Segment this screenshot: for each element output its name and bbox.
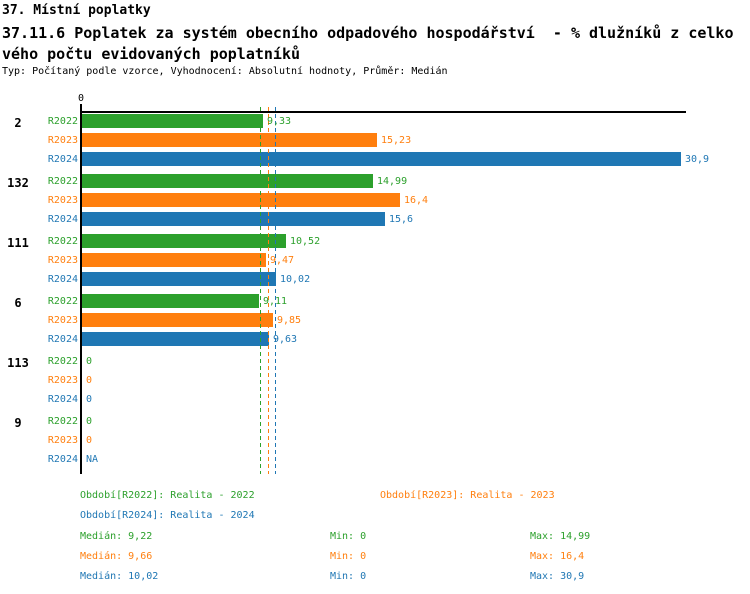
bar-value-label: 0 — [86, 435, 93, 446]
indicator-title-line-2: vého počtu evidovaných poplatníků — [2, 45, 301, 63]
bar-r2024-group-111 — [82, 272, 276, 286]
bar-r2022-group-6 — [82, 294, 259, 308]
series-row-label-r2024: R2024 — [47, 394, 78, 405]
bar-value-label: 0 — [86, 356, 93, 367]
median-line-r2023 — [268, 107, 269, 474]
bar-value-label: 16,4 — [404, 195, 429, 206]
series-row-label-r2024: R2024 — [47, 454, 78, 465]
stat-min-r2023: Min: 0 — [330, 551, 367, 562]
stat-median-r2024: Medián: 10,02 — [80, 571, 159, 582]
bar-r2022-group-132 — [82, 174, 373, 188]
bar-r2023-group-2 — [82, 133, 377, 147]
bar-value-label: 0 — [86, 416, 93, 427]
series-row-label-r2022: R2022 — [47, 416, 78, 427]
bar-r2022-group-111 — [82, 234, 286, 248]
legend-item-r2024: Období[R2024]: Realita - 2024 — [80, 510, 255, 521]
stat-min-r2024: Min: 0 — [330, 571, 367, 582]
series-row-label-r2022: R2022 — [47, 176, 78, 187]
series-row-label-r2023: R2023 — [47, 435, 78, 446]
bar-value-label: 30,9 — [685, 154, 710, 165]
category-label: 9 — [14, 416, 22, 430]
series-row-label-r2024: R2024 — [47, 214, 78, 225]
bar-r2023-group-132 — [82, 193, 400, 207]
series-row-label-r2023: R2023 — [47, 255, 78, 266]
legend-item-r2022: Období[R2022]: Realita - 2022 — [80, 490, 255, 501]
bar-r2024-group-6 — [82, 332, 269, 346]
bar-value-label: 9,47 — [270, 255, 295, 266]
category-label: 6 — [14, 296, 22, 310]
series-row-label-r2023: R2023 — [47, 135, 78, 146]
bar-value-label: 9,85 — [277, 315, 302, 326]
report-section-title: 37. Místní poplatky — [2, 3, 151, 18]
stat-median-r2023: Medián: 9,66 — [80, 551, 153, 562]
bar-value-label: 15,6 — [389, 214, 414, 225]
bar-value-label: 0 — [86, 394, 93, 405]
bar-value-label: 9,63 — [273, 334, 298, 345]
x-axis-line — [80, 111, 686, 113]
bar-r2023-group-6 — [82, 313, 273, 327]
stat-min-r2022: Min: 0 — [330, 531, 367, 542]
bar-r2024-group-132 — [82, 212, 385, 226]
indicator-subtitle: Typ: Počítaný podle vzorce, Vyhodnocení:… — [2, 66, 448, 77]
series-row-label-r2022: R2022 — [47, 296, 78, 307]
stat-median-r2022: Medián: 9,22 — [80, 531, 153, 542]
series-row-label-r2022: R2022 — [47, 116, 78, 127]
series-row-label-r2024: R2024 — [47, 154, 78, 165]
series-row-label-r2023: R2023 — [47, 315, 78, 326]
bar-r2024-group-2 — [82, 152, 681, 166]
category-label: 111 — [7, 236, 29, 250]
bar-value-label: 10,02 — [280, 274, 311, 285]
bar-r2023-group-111 — [82, 253, 266, 267]
y-axis-line — [80, 104, 82, 474]
bar-value-label: 15,23 — [381, 135, 412, 146]
series-row-label-r2023: R2023 — [47, 195, 78, 206]
category-label: 132 — [7, 176, 29, 190]
series-row-label-r2022: R2022 — [47, 236, 78, 247]
series-row-label-r2024: R2024 — [47, 334, 78, 345]
category-label: 113 — [7, 356, 29, 370]
bar-value-label: 0 — [86, 375, 93, 386]
series-row-label-r2023: R2023 — [47, 375, 78, 386]
x-axis-zero-tick-label: 0 — [77, 93, 85, 104]
legend-item-r2023: Období[R2023]: Realita - 2023 — [380, 490, 555, 501]
stat-max-r2024: Max: 30,9 — [530, 571, 585, 582]
median-line-r2022 — [260, 107, 261, 474]
bar-r2022-group-2 — [82, 114, 263, 128]
category-label: 2 — [14, 116, 22, 130]
bar-value-label: 10,52 — [290, 236, 321, 247]
indicator-title-line-1: 37.11.6 Poplatek za systém obecního odpa… — [2, 24, 734, 42]
bar-value-label: 9,11 — [263, 296, 288, 307]
series-row-label-r2022: R2022 — [47, 356, 78, 367]
series-row-label-r2024: R2024 — [47, 274, 78, 285]
bar-value-label: 14,99 — [377, 176, 408, 187]
stat-max-r2023: Max: 16,4 — [530, 551, 585, 562]
median-line-r2024 — [275, 107, 276, 474]
bar-value-label: 9,33 — [267, 116, 292, 127]
stat-max-r2022: Max: 14,99 — [530, 531, 591, 542]
bar-value-label: NA — [86, 454, 99, 465]
